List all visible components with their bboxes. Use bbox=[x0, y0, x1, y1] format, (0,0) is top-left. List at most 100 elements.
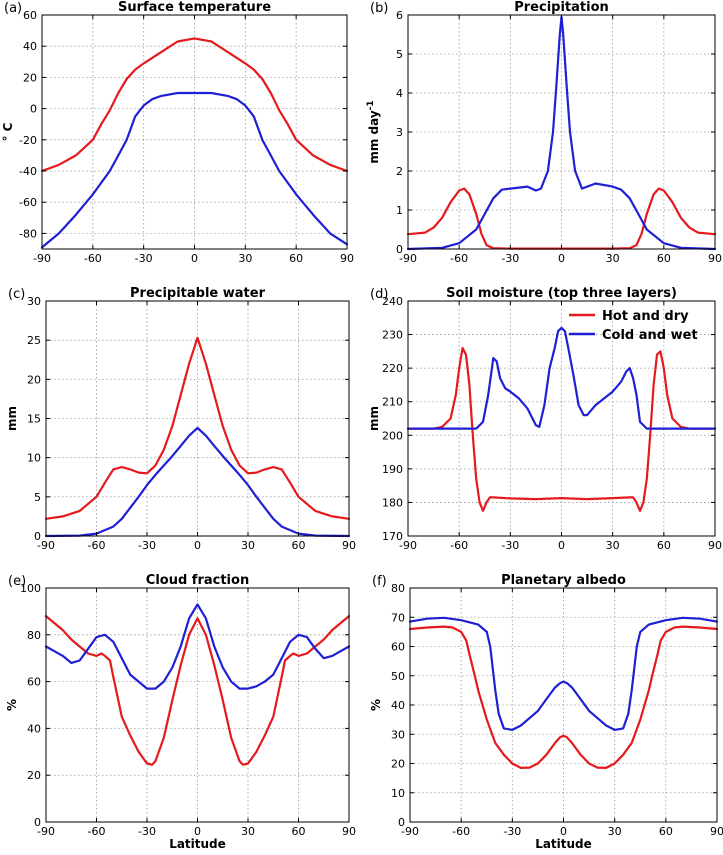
y-tick-label: 4 bbox=[396, 87, 403, 100]
y-tick-label: 6 bbox=[396, 9, 403, 22]
x-tick-label: -60 bbox=[84, 252, 102, 265]
panel-3: -90 -60 -30 0 30 60 90 0 5 10 15 20 25 30 Precipitable… bbox=[5, 286, 356, 552]
y-tick-label: 30 bbox=[391, 728, 405, 741]
x-tick-label: 0 bbox=[560, 825, 567, 838]
y-tick-label: 5 bbox=[34, 491, 41, 504]
panel-label: (b) bbox=[370, 1, 388, 16]
x-tick-label: 30 bbox=[241, 539, 255, 552]
x-tick-label: 0 bbox=[558, 539, 565, 552]
y-tick-label: -40 bbox=[19, 165, 37, 178]
panel-label: (f) bbox=[372, 574, 387, 589]
panel-label: (e) bbox=[8, 574, 26, 589]
y-tick-label: -20 bbox=[19, 134, 37, 147]
y-tick-label: 0 bbox=[30, 103, 37, 116]
y-tick-label: 200 bbox=[382, 429, 403, 442]
x-tick-label: -30 bbox=[138, 825, 156, 838]
x-tick-label: 30 bbox=[606, 252, 620, 265]
y-tick-label: -80 bbox=[19, 227, 37, 240]
x-tick-label: 60 bbox=[657, 252, 671, 265]
panel-title: Planetary albedo bbox=[501, 573, 626, 588]
x-tick-label: 30 bbox=[608, 825, 622, 838]
panel-5: -90 -60 -30 0 30 60 90 0 20 40 60 80 100 Cloud fracti… bbox=[5, 573, 356, 851]
panel-title: Cloud fraction bbox=[146, 573, 249, 588]
y-tick-label: 20 bbox=[27, 373, 41, 386]
y-axis-label: mm day-1 bbox=[366, 100, 381, 163]
x-tick-label: 30 bbox=[241, 825, 255, 838]
series-line-1 bbox=[408, 625, 719, 770]
series-line-1 bbox=[44, 614, 351, 766]
x-tick-label: 0 bbox=[558, 252, 565, 265]
panel-title: Precipitable water bbox=[130, 286, 266, 301]
x-tick-label: -90 bbox=[399, 252, 417, 265]
x-tick-label: -60 bbox=[88, 825, 106, 838]
panel-4: -90 -60 -30 0 30 60 90 170 180 190 200 210 220 230 240… bbox=[367, 286, 722, 552]
y-tick-label: 60 bbox=[23, 9, 37, 22]
x-tick-label: -60 bbox=[452, 825, 470, 838]
y-axis-label: mm bbox=[5, 406, 19, 431]
x-tick-label: -30 bbox=[501, 252, 519, 265]
y-tick-label: 180 bbox=[382, 496, 403, 509]
series-line-1 bbox=[44, 336, 351, 520]
y-tick-label: 15 bbox=[27, 413, 41, 426]
y-axis-label: ° C bbox=[1, 122, 15, 141]
series-line-2 bbox=[406, 326, 717, 430]
panel-title: Soil moisture (top three layers) bbox=[446, 286, 677, 301]
x-tick-label: -30 bbox=[503, 825, 521, 838]
x-tick-label: 90 bbox=[708, 539, 722, 552]
y-tick-label: 50 bbox=[391, 670, 405, 683]
x-tick-label: -30 bbox=[135, 252, 153, 265]
x-tick-label: 60 bbox=[292, 825, 306, 838]
x-tick-label: 30 bbox=[606, 539, 620, 552]
y-tick-label: 10 bbox=[27, 452, 41, 465]
x-tick-label: 90 bbox=[342, 825, 356, 838]
panel-title: Precipitation bbox=[514, 0, 609, 15]
panel-label: (a) bbox=[4, 1, 22, 16]
y-tick-label: 25 bbox=[27, 334, 41, 347]
x-tick-label: 60 bbox=[657, 539, 671, 552]
x-axis-label: Latitude bbox=[535, 837, 592, 850]
x-tick-label: -90 bbox=[401, 825, 419, 838]
series-line-1 bbox=[406, 346, 717, 512]
y-tick-label: 210 bbox=[382, 396, 403, 409]
x-tick-label: 0 bbox=[194, 539, 201, 552]
y-tick-label: 40 bbox=[23, 40, 37, 53]
y-tick-label: 0 bbox=[34, 816, 41, 829]
y-axis-label-text: mm bbox=[5, 406, 19, 431]
legend-label: Hot and dry bbox=[602, 309, 689, 324]
x-tick-label: 90 bbox=[710, 825, 723, 838]
y-tick-label: 30 bbox=[27, 295, 41, 308]
y-tick-label: 0 bbox=[398, 816, 405, 829]
x-tick-label: -90 bbox=[37, 539, 55, 552]
x-tick-label: 30 bbox=[238, 252, 252, 265]
y-tick-label: 0 bbox=[34, 530, 41, 543]
panel-1: -90 -60 -30 0 30 60 90 -80 -60 -40 -20 0 20 40 60 Surfa… bbox=[1, 0, 354, 265]
y-axis-label-text: mm bbox=[367, 406, 381, 431]
panel-title: Surface temperature bbox=[118, 0, 271, 15]
x-tick-label: 60 bbox=[659, 825, 673, 838]
y-tick-label: 40 bbox=[391, 699, 405, 712]
y-axis-label: % bbox=[5, 699, 19, 711]
y-axis-label: % bbox=[369, 699, 383, 711]
series-line-2 bbox=[44, 603, 351, 690]
x-tick-label: -60 bbox=[450, 539, 468, 552]
y-tick-label: 80 bbox=[391, 582, 405, 595]
x-tick-label: 60 bbox=[292, 539, 306, 552]
y-tick-label: 170 bbox=[382, 530, 403, 543]
y-tick-label: 220 bbox=[382, 362, 403, 375]
panel-label: (c) bbox=[8, 287, 25, 302]
y-tick-label: 240 bbox=[382, 295, 403, 308]
y-tick-label: 5 bbox=[396, 48, 403, 61]
x-tick-label: 90 bbox=[340, 252, 354, 265]
y-tick-label: 0 bbox=[396, 243, 403, 256]
y-tick-label: 3 bbox=[396, 126, 403, 139]
x-tick-label: 0 bbox=[191, 252, 198, 265]
x-tick-label: 0 bbox=[194, 825, 201, 838]
x-tick-label: -60 bbox=[450, 252, 468, 265]
x-tick-label: -30 bbox=[501, 539, 519, 552]
series-line-2 bbox=[40, 91, 349, 249]
y-tick-label: 20 bbox=[391, 758, 405, 771]
x-tick-label: 90 bbox=[708, 252, 722, 265]
y-tick-label: 10 bbox=[391, 787, 405, 800]
